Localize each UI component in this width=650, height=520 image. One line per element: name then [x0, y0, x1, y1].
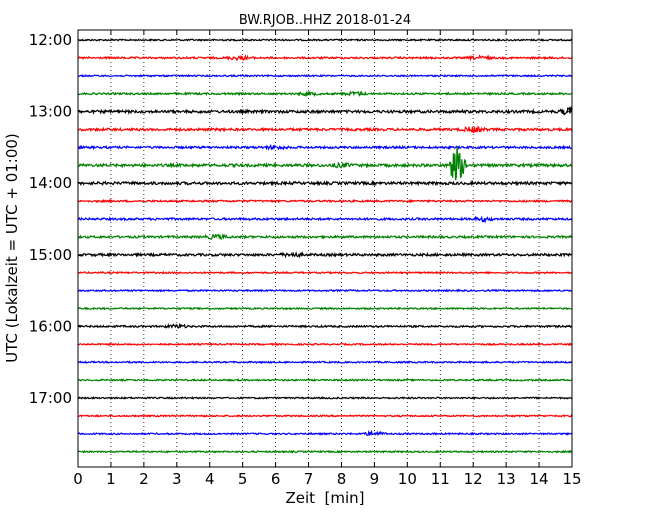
trace-line — [77, 429, 573, 437]
x-tick-label: 8 — [337, 470, 347, 488]
chart-title: BW.RJOB..HHZ 2018-01-24 — [239, 13, 411, 28]
x-tick-label: 5 — [238, 470, 248, 488]
x-tick-label: 13 — [497, 470, 516, 488]
y-tick-label: 16:00 — [29, 317, 72, 335]
x-tick-label: 3 — [172, 470, 182, 488]
plot-frame — [77, 29, 573, 468]
trace-line — [77, 360, 573, 365]
x-tick-label: 7 — [304, 470, 314, 488]
y-tick-label: 15:00 — [29, 246, 72, 264]
trace-line — [77, 288, 573, 293]
x-tick-label: 6 — [271, 470, 281, 488]
y-tick-label: 14:00 — [29, 174, 72, 192]
x-tick-label: 9 — [370, 470, 380, 488]
trace-line — [77, 233, 573, 241]
trace-line — [78, 73, 573, 78]
trace-group — [77, 37, 573, 454]
x-tick-label: 1 — [106, 470, 116, 488]
x-axis-label: Zeit [min] — [285, 489, 364, 507]
x-axis: 0 1 2 3 4 5 6 7 8 9 10 11 12 13 14 15 — [73, 30, 582, 488]
y-tick-label: 13:00 — [29, 103, 72, 121]
x-tick-label: 12 — [464, 470, 483, 488]
x-tick-label: 0 — [73, 470, 83, 488]
trace-line — [77, 322, 573, 329]
trace-line — [77, 144, 573, 151]
trace-line — [77, 396, 573, 401]
trace-line — [77, 251, 573, 259]
trace-line — [78, 414, 573, 418]
trace-line — [77, 105, 573, 116]
trace-line — [77, 179, 573, 187]
x-tick-label: 15 — [562, 470, 581, 488]
y-axis: 12:00 13:00 14:00 15:00 16:00 17:00 — [29, 31, 572, 407]
grid-lines — [110, 30, 540, 467]
trace-line — [77, 449, 573, 454]
x-tick-label: 4 — [205, 470, 215, 488]
x-tick-label: 14 — [530, 470, 549, 488]
trace-line — [77, 215, 573, 224]
y-tick-label: 17:00 — [29, 389, 72, 407]
x-tick-label: 11 — [431, 470, 450, 488]
trace-line — [77, 90, 573, 98]
trace-line — [77, 37, 572, 43]
y-axis-label: UTC (Lokalzeit = UTC + 01:00) — [3, 133, 21, 363]
trace-line — [77, 378, 573, 383]
trace-line — [77, 270, 573, 275]
trace-line — [77, 125, 573, 134]
x-tick-label: 2 — [139, 470, 149, 488]
trace-line — [77, 342, 573, 347]
trace-line — [77, 198, 573, 204]
x-tick-label: 10 — [398, 470, 417, 488]
trace-line — [78, 306, 573, 311]
y-tick-label: 12:00 — [29, 31, 72, 49]
trace-line — [77, 146, 572, 181]
trace-line — [78, 54, 573, 62]
